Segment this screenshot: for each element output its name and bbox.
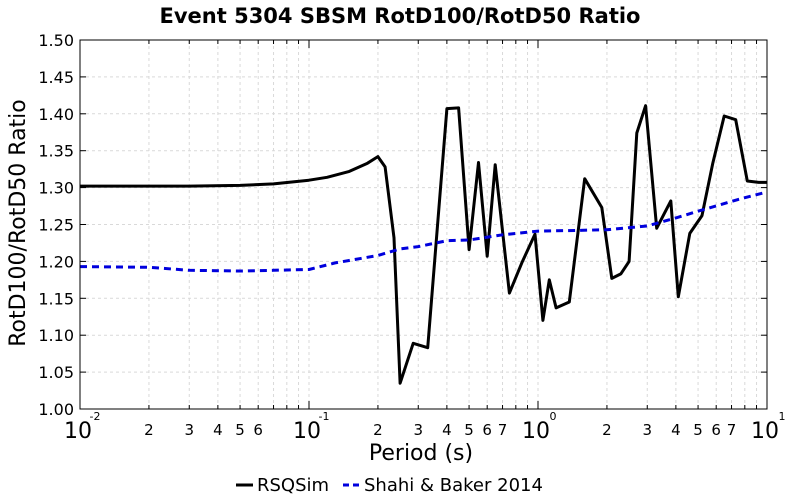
x-minor-tick-label: 4 (671, 421, 681, 439)
x-minor-tick-label: 3 (413, 421, 423, 439)
x-minor-tick-label: 6 (253, 421, 263, 439)
series-line-rsqsim (80, 104, 767, 385)
legend-label-shahi-baker: Shahi & Baker 2014 (364, 475, 543, 496)
x-minor-tick-label: 5 (235, 421, 245, 439)
y-tick-label: 1.10 (38, 326, 74, 345)
x-minor-tick-label: 6 (482, 421, 492, 439)
x-minor-tick-label: 2 (144, 421, 154, 439)
y-tick-labels: 1.00 1.05 1.10 1.15 1.20 1.25 1.30 1.35 1.40 1.45… (38, 31, 74, 419)
x-major-tick-exponent: -1 (319, 410, 330, 423)
y-tick-label: 1.15 (38, 289, 74, 308)
x-minor-tick-label: 2 (373, 421, 383, 439)
y-tick-label: 1.00 (38, 400, 74, 419)
x-minor-tick-label: 5 (464, 421, 474, 439)
x-minor-tick-label: 3 (642, 421, 652, 439)
y-tick-label: 1.20 (38, 252, 74, 271)
x-major-tick-base: 10 (293, 419, 321, 444)
series-lines (79, 104, 768, 385)
series-line-shahi-baker (79, 190, 768, 273)
y-tick-label: 1.45 (38, 68, 74, 87)
x-axis-label: Period (s) (369, 441, 473, 466)
axis-ticks (79, 39, 768, 410)
y-tick-label: 1.40 (38, 105, 74, 124)
y-tick-label: 1.05 (38, 363, 74, 382)
x-major-tick-base: 10 (751, 419, 779, 444)
y-tick-label: 1.35 (38, 142, 74, 161)
x-minor-tick-label: 7 (727, 421, 737, 439)
legend: RSQSim Shahi & Baker 2014 (236, 475, 543, 496)
x-major-tick-base: 10 (64, 419, 92, 444)
chart-title: Event 5304 SBSM RotD100/RotD50 Ratio (160, 4, 641, 28)
x-minor-tick-label: 5 (693, 421, 703, 439)
x-major-tick-exponent: 1 (779, 410, 786, 423)
x-minor-tick-label: 4 (442, 421, 452, 439)
legend-label-rsqsim: RSQSim (257, 475, 329, 496)
x-minor-tick-label: 7 (498, 421, 508, 439)
x-minor-tick-label: 2 (602, 421, 612, 439)
x-major-tick-exponent: 0 (550, 410, 557, 423)
grid-lines (80, 40, 767, 409)
y-axis-label: RotD100/RotD50 Ratio (6, 99, 31, 347)
y-tick-label: 1.30 (38, 179, 74, 198)
x-major-tick-base: 10 (522, 419, 550, 444)
x-minor-tick-label: 4 (213, 421, 223, 439)
y-tick-label: 1.25 (38, 216, 74, 235)
x-major-tick-exponent: -2 (90, 410, 101, 423)
x-minor-tick-label: 6 (711, 421, 721, 439)
x-minor-tick-label: 3 (184, 421, 194, 439)
y-tick-label: 1.50 (38, 31, 74, 50)
